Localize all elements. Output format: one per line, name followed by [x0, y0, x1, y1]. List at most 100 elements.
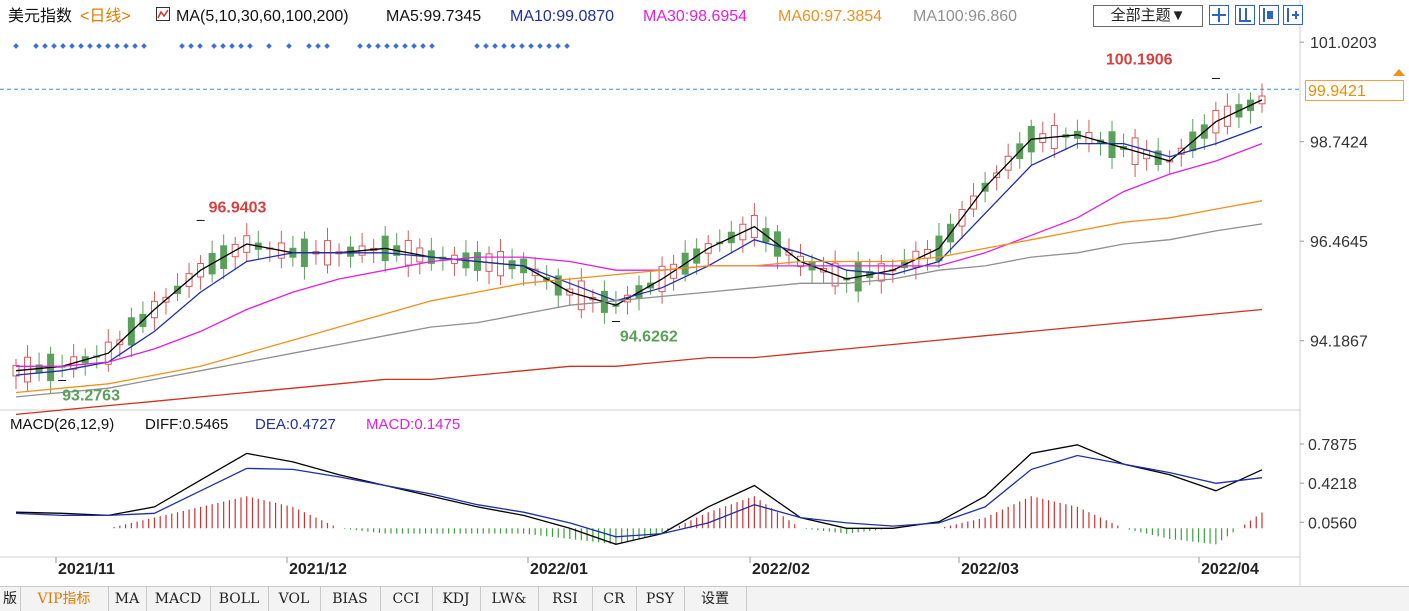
event-marker	[483, 43, 489, 49]
event-marker	[220, 43, 226, 49]
annotation-low1: 93.2763	[62, 387, 120, 404]
annotation-high2: 100.1906	[1106, 51, 1173, 68]
tab-10[interactable]: RSI	[538, 587, 593, 611]
ma-line-ma30	[16, 142, 1263, 367]
macd-tick-label: 0.7875	[1308, 437, 1357, 454]
price-tick-label: 96.4645	[1310, 234, 1368, 251]
event-marker	[42, 43, 48, 49]
event-marker	[114, 43, 120, 49]
event-marker	[537, 43, 543, 49]
tab-6[interactable]: BIAS	[320, 587, 381, 611]
x-tick-label: 2022/03	[961, 561, 1019, 578]
price-tick-label: 94.1867	[1310, 334, 1368, 351]
ma60-value: MA60:97.3854	[778, 8, 883, 25]
event-marker	[501, 43, 507, 49]
macd-diff-value: DIFF:0.5465	[145, 416, 229, 433]
macd-params: MACD(26,12,9)	[10, 416, 115, 433]
event-marker	[306, 43, 312, 49]
layout-grid-icon[interactable]	[1209, 5, 1229, 25]
layout-expand-icon[interactable]	[1283, 5, 1303, 25]
tab-0[interactable]: 版	[0, 587, 21, 611]
event-marker	[366, 43, 372, 49]
event-marker	[510, 43, 516, 49]
tab-13[interactable]: 设置	[684, 587, 747, 611]
x-tick-label: 2021/11	[58, 561, 115, 578]
event-marker	[393, 43, 399, 49]
event-marker	[286, 43, 292, 49]
event-marker	[211, 43, 217, 49]
tab-9[interactable]: LW&	[480, 587, 539, 611]
tab-1[interactable]: VIP指标	[20, 587, 109, 611]
tab-5[interactable]: VOL	[268, 587, 321, 611]
event-marker	[188, 43, 194, 49]
indicator-tab-bar: 版 VIP指标 MA MACD BOLL VOL BIAS CCI KDJ LW…	[0, 586, 1409, 611]
event-marker	[51, 43, 57, 49]
event-marker	[132, 43, 138, 49]
ma10-value: MA10:99.0870	[510, 8, 615, 25]
last-price-arrow-icon	[1393, 69, 1405, 76]
theme-select-button[interactable]: 全部主题▼	[1093, 5, 1203, 27]
event-marker	[33, 43, 39, 49]
symbol-name: 美元指数	[8, 8, 73, 25]
event-marker	[528, 43, 534, 49]
event-marker	[555, 43, 561, 49]
annotation-high1: 96.9403	[209, 199, 267, 216]
event-marker	[375, 43, 381, 49]
event-marker	[179, 43, 185, 49]
event-marker	[197, 43, 203, 49]
ma-params: MA(5,10,30,60,100,200)	[176, 8, 349, 25]
x-tick-label: 2022/02	[752, 561, 810, 578]
tab-2[interactable]: MA	[108, 587, 147, 611]
ma-line-ma200	[15, 308, 1263, 416]
event-marker	[546, 43, 552, 49]
event-marker	[564, 43, 570, 49]
event-marker	[78, 43, 84, 49]
price-tick-label: 101.0203	[1310, 35, 1377, 52]
tab-8[interactable]: KDJ	[432, 587, 481, 611]
event-marker	[474, 43, 480, 49]
ma100-value: MA100:96.860	[913, 8, 1018, 25]
tab-7[interactable]: CCI	[380, 587, 433, 611]
ma5-value: MA5:99.7345	[386, 8, 482, 25]
macd-line-dea	[15, 454, 1263, 538]
event-marker	[411, 43, 417, 49]
ma-line-ma5	[15, 99, 1263, 372]
event-marker	[492, 43, 498, 49]
ma-chart-icon[interactable]	[156, 7, 170, 21]
x-tick-label: 2022/01	[530, 561, 588, 578]
event-marker	[357, 43, 363, 49]
ma-line-ma100	[15, 223, 1263, 398]
event-marker	[87, 43, 93, 49]
event-marker	[324, 43, 330, 49]
x-tick-label: 2021/12	[289, 561, 347, 578]
macd-hist-value: MACD:0.1475	[366, 416, 461, 433]
ma-line-ma10	[15, 125, 1263, 376]
event-marker	[96, 43, 102, 49]
event-marker	[247, 43, 253, 49]
event-marker	[429, 43, 435, 49]
event-marker	[402, 43, 408, 49]
layout-split-icon[interactable]	[1235, 5, 1255, 25]
tab-11[interactable]: CR	[592, 587, 637, 611]
event-marker	[105, 43, 111, 49]
event-marker	[229, 43, 235, 49]
chart-canvas[interactable]: 101.0203 98.7424 96.4645 94.1867 0.7875 0.421…	[0, 0, 1409, 586]
event-marker	[141, 43, 147, 49]
tab-12[interactable]: PSY	[636, 587, 685, 611]
event-marker	[123, 43, 129, 49]
event-marker	[238, 43, 244, 49]
macd-line-diff	[15, 444, 1263, 545]
tab-4[interactable]: BOLL	[210, 587, 269, 611]
period-label[interactable]: <日线>	[80, 8, 131, 25]
ma30-value: MA30:98.6954	[643, 8, 748, 25]
event-marker	[60, 43, 66, 49]
event-marker	[266, 43, 272, 49]
candle-body	[1258, 95, 1266, 105]
event-marker	[13, 43, 19, 49]
tab-3[interactable]: MACD	[146, 587, 211, 611]
layout-right-icon[interactable]	[1259, 5, 1279, 25]
macd-tick-label: 0.0560	[1308, 515, 1357, 532]
event-marker	[519, 43, 525, 49]
event-marker	[384, 43, 390, 49]
event-marker	[69, 43, 75, 49]
